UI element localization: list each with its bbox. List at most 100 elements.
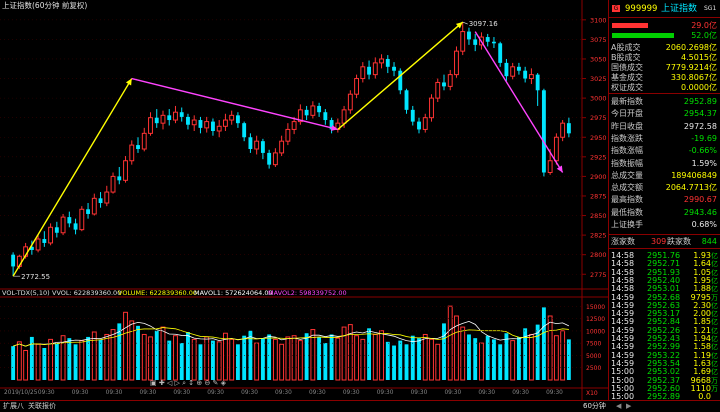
stat-label: 今日开盘 — [611, 109, 643, 119]
tick-row[interactable]: 14:58 2953.01 1.88 亿 — [609, 284, 719, 294]
price-axis-label: 2900 — [590, 173, 607, 181]
tick-row[interactable]: 14:59 2952.26 1.21 亿 — [609, 326, 719, 336]
tick-time: 14:59 — [611, 309, 635, 319]
time-axis-label: 09:30 — [207, 390, 224, 396]
volume-bar-up — [297, 340, 303, 381]
tick-row[interactable]: 15:00 2952.89 0.0 — [609, 392, 719, 402]
candle-body-up — [141, 132, 147, 150]
tick-row[interactable]: 14:58 2951.93 1.05 亿 — [609, 268, 719, 278]
stat-value: 1.59% — [691, 158, 717, 168]
volume-bar-down — [267, 334, 272, 380]
volume-bar-down — [211, 340, 215, 380]
trend-line[interactable] — [12, 78, 133, 277]
tick-row[interactable]: 14:59 2952.99 1.58 亿 — [609, 342, 719, 352]
candle-body-down — [54, 227, 59, 233]
tick-row[interactable]: 14:59 2952.84 1.85 亿 — [609, 317, 719, 327]
tick-row[interactable]: 15:00 2952.37 9668 万 — [609, 376, 719, 386]
candle-body-down — [417, 121, 421, 130]
turnover-row: 权证成交 0.0000亿 — [611, 82, 719, 93]
tick-time: 14:59 — [611, 350, 635, 360]
candle-body-up — [229, 114, 235, 121]
chart-area[interactable]: 上证指数(60分钟 前复权) 3100 3075 3050 3025 3000 2975 2… — [0, 0, 608, 411]
expand-tab[interactable]: 扩展八 — [3, 402, 24, 410]
vvol-label: VVOL: 622839360.00 — [52, 289, 121, 297]
candle-body-down — [211, 121, 215, 131]
related-quote-tab[interactable]: 关联报价 — [28, 402, 56, 410]
tick-row[interactable]: 14:58 2952.40 1.95 亿 — [609, 276, 719, 286]
candle-body-up — [429, 97, 434, 119]
tick-row[interactable]: 14:59 2953.17 2.00 亿 — [609, 309, 719, 319]
tick-row[interactable]: 14:59 2952.43 1.94 亿 — [609, 334, 719, 344]
volume-bar-down — [198, 344, 203, 380]
candle-body-up — [222, 119, 228, 127]
price-axis-label: 3000 — [590, 95, 607, 103]
trend-line[interactable] — [337, 21, 464, 130]
volume-bar-down — [467, 334, 471, 380]
tick-row[interactable]: 14:58 2951.76 1.93 亿 — [609, 251, 719, 261]
tick-volume: 2.00 — [693, 309, 711, 319]
tick-row[interactable]: 14:59 2952.63 2.30 亿 — [609, 301, 719, 311]
candle-body-down — [323, 112, 328, 121]
candle-body-up — [528, 74, 534, 80]
stat-row: 最低指数 2943.46 — [611, 207, 719, 218]
candle-body-down — [154, 117, 159, 124]
turnover-value: 330.8067亿 — [670, 73, 717, 82]
tick-row[interactable]: 15:00 2953.02 1.69 亿 — [609, 367, 719, 377]
buy-lot-value: 29.0亿 — [691, 21, 717, 30]
candle-body-down — [317, 105, 322, 113]
index-code: 999999 — [625, 4, 658, 14]
volume-bar-down — [442, 323, 446, 380]
time-axis-label: 09:30 — [309, 390, 326, 396]
tick-unit: 亿 — [711, 318, 718, 327]
candle-body-down — [179, 112, 184, 117]
tick-row[interactable]: 14:59 2953.54 1.63 亿 — [609, 359, 719, 369]
scroll-left-icon[interactable]: ◀ — [616, 402, 622, 410]
high-price-label: 3097.16 — [469, 20, 498, 28]
candle-body-up — [360, 66, 366, 80]
price-axis-label: 2950 — [590, 134, 607, 142]
sell-lot-row: 52.0亿 — [611, 30, 719, 41]
volume-bar-down — [417, 338, 421, 380]
turnover-value: 7779.9214亿 — [665, 63, 717, 72]
stat-value: 2064.7713亿 — [665, 183, 717, 193]
tick-row[interactable]: 14:59 2952.68 9795 万 — [609, 293, 719, 303]
tick-price: 2952.99 — [647, 342, 681, 352]
stat-label: 总成交额 — [611, 183, 643, 193]
tick-volume: 9795 — [690, 292, 711, 302]
stat-value: 2954.37 — [683, 109, 717, 119]
candle-body-down — [11, 254, 16, 267]
trend-arrowhead — [330, 124, 338, 131]
stat-label: 指数涨幅 — [611, 146, 643, 156]
candlestick-chart[interactable]: 上证指数(60分钟 前复权) 3100 3075 3050 3025 3000 2975 2… — [0, 0, 608, 400]
price-axis-label: 2850 — [590, 212, 607, 220]
stat-label: 最新指数 — [611, 97, 643, 106]
tick-row[interactable]: 14:58 2952.71 1.64 亿 — [609, 259, 719, 269]
index-badge-icon[interactable]: G — [612, 5, 620, 12]
stat-label: 最低指数 — [611, 207, 643, 217]
drawing-toolbar[interactable]: ▣ ✚ ◁ ▷ ⌕ ↕ ⊕ ⊖ ✎ ◈ — [150, 379, 227, 387]
turnover-value: 2060.2698亿 — [665, 43, 717, 52]
tick-unit: 亿 — [711, 301, 718, 310]
volume-bar-up — [254, 342, 260, 381]
up-count-value: 309 — [651, 237, 667, 246]
tick-row[interactable]: 15:00 2952.60 1110 万 — [609, 384, 719, 394]
volume-bar-up — [91, 331, 97, 381]
trend-arrowhead — [455, 22, 463, 29]
candle-body-down — [248, 137, 253, 149]
tick-volume: 1.63 — [693, 358, 711, 368]
volume-bar-up — [422, 333, 428, 381]
candle-body-down — [329, 120, 334, 130]
candle-body-up — [379, 58, 384, 64]
trend-line[interactable] — [131, 77, 339, 131]
volume-bar-down — [566, 339, 571, 380]
volume-bar-down — [260, 338, 265, 380]
tick-row[interactable]: 14:59 2953.22 1.19 亿 — [609, 351, 719, 361]
period-label[interactable]: 60分钟 — [583, 402, 606, 410]
candle-body-down — [467, 31, 471, 40]
volume-bar-down — [179, 343, 184, 380]
scroll-right-icon[interactable]: ▶ — [626, 402, 632, 410]
trend-line[interactable] — [474, 31, 564, 173]
volume-bar-down — [516, 336, 521, 380]
tick-volume: 1.64 — [693, 259, 711, 269]
toolbar-icons[interactable]: ▣ ✚ ◁ ▷ ⌕ ↕ ⊕ ⊖ ✎ ◈ — [150, 379, 227, 387]
